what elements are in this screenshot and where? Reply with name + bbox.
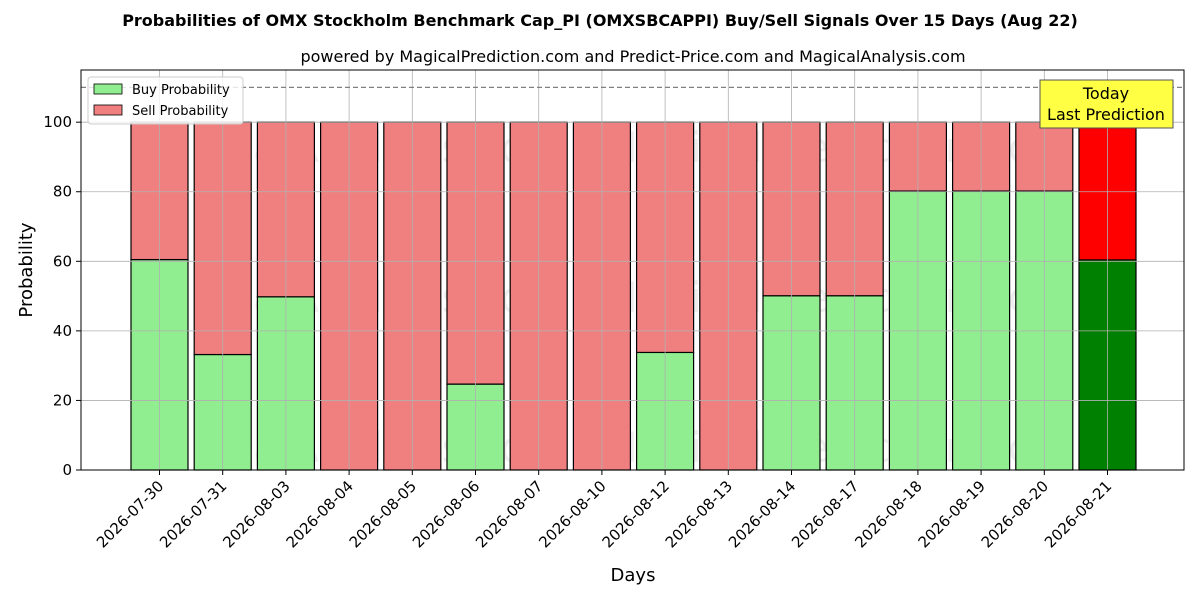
x-tick-label: 2026-08-12 — [599, 477, 673, 551]
legend-swatch-sell — [93, 104, 123, 116]
legend-label-sell: Sell Probability — [132, 104, 229, 119]
plot-frame — [80, 69, 1185, 471]
annotation-box — [1039, 79, 1174, 129]
x-axis-label: Days — [611, 565, 656, 586]
plot-area: MagicalAnalysis.comMagicalPrediction.com… — [43, 69, 1185, 551]
chart-title: Probabilities of OMX Stockholm Benchmark… — [122, 11, 1078, 30]
annotation-text: Last Prediction — [1047, 105, 1165, 124]
legend-box — [87, 76, 244, 125]
legend: Buy Probability Sell Probability — [87, 76, 244, 125]
y-tick-label: 100 — [43, 113, 72, 131]
today-annotation: Today Last Prediction — [1039, 79, 1174, 129]
x-tick-label: 2026-07-31 — [156, 477, 230, 551]
x-tick-label: 2026-08-13 — [662, 477, 736, 551]
x-tick-label: 2026-08-04 — [283, 477, 357, 551]
x-tick-label: 2026-08-07 — [472, 477, 546, 551]
chart-subtitle: powered by MagicalPrediction.com and Pre… — [300, 47, 965, 66]
y-axis-label: Probability — [16, 222, 37, 317]
legend-label-buy: Buy Probability — [132, 83, 230, 98]
x-tick-label: 2026-08-10 — [535, 477, 609, 551]
x-tick-label: 2026-08-03 — [219, 477, 293, 551]
x-tick-label: 2026-08-21 — [1041, 477, 1115, 551]
y-tick-label: 0 — [62, 461, 72, 479]
y-tick-label: 40 — [53, 322, 72, 340]
x-tick-label: 2026-07-30 — [93, 477, 167, 551]
y-tick-label: 60 — [53, 252, 72, 270]
legend-swatch-buy — [93, 83, 123, 95]
x-tick-label: 2026-08-14 — [725, 477, 799, 551]
y-tick-label: 80 — [53, 183, 72, 201]
x-tick-label: 2026-08-05 — [346, 477, 420, 551]
y-tick-label: 20 — [53, 391, 72, 409]
x-tick-label: 2026-08-19 — [915, 477, 989, 551]
x-tick-label: 2026-08-20 — [978, 477, 1052, 551]
annotation-text: Today — [1082, 84, 1129, 103]
x-tick-label: 2026-08-06 — [409, 477, 483, 551]
x-tick-label: 2026-08-18 — [851, 477, 925, 551]
x-tick-label: 2026-08-17 — [788, 477, 862, 551]
